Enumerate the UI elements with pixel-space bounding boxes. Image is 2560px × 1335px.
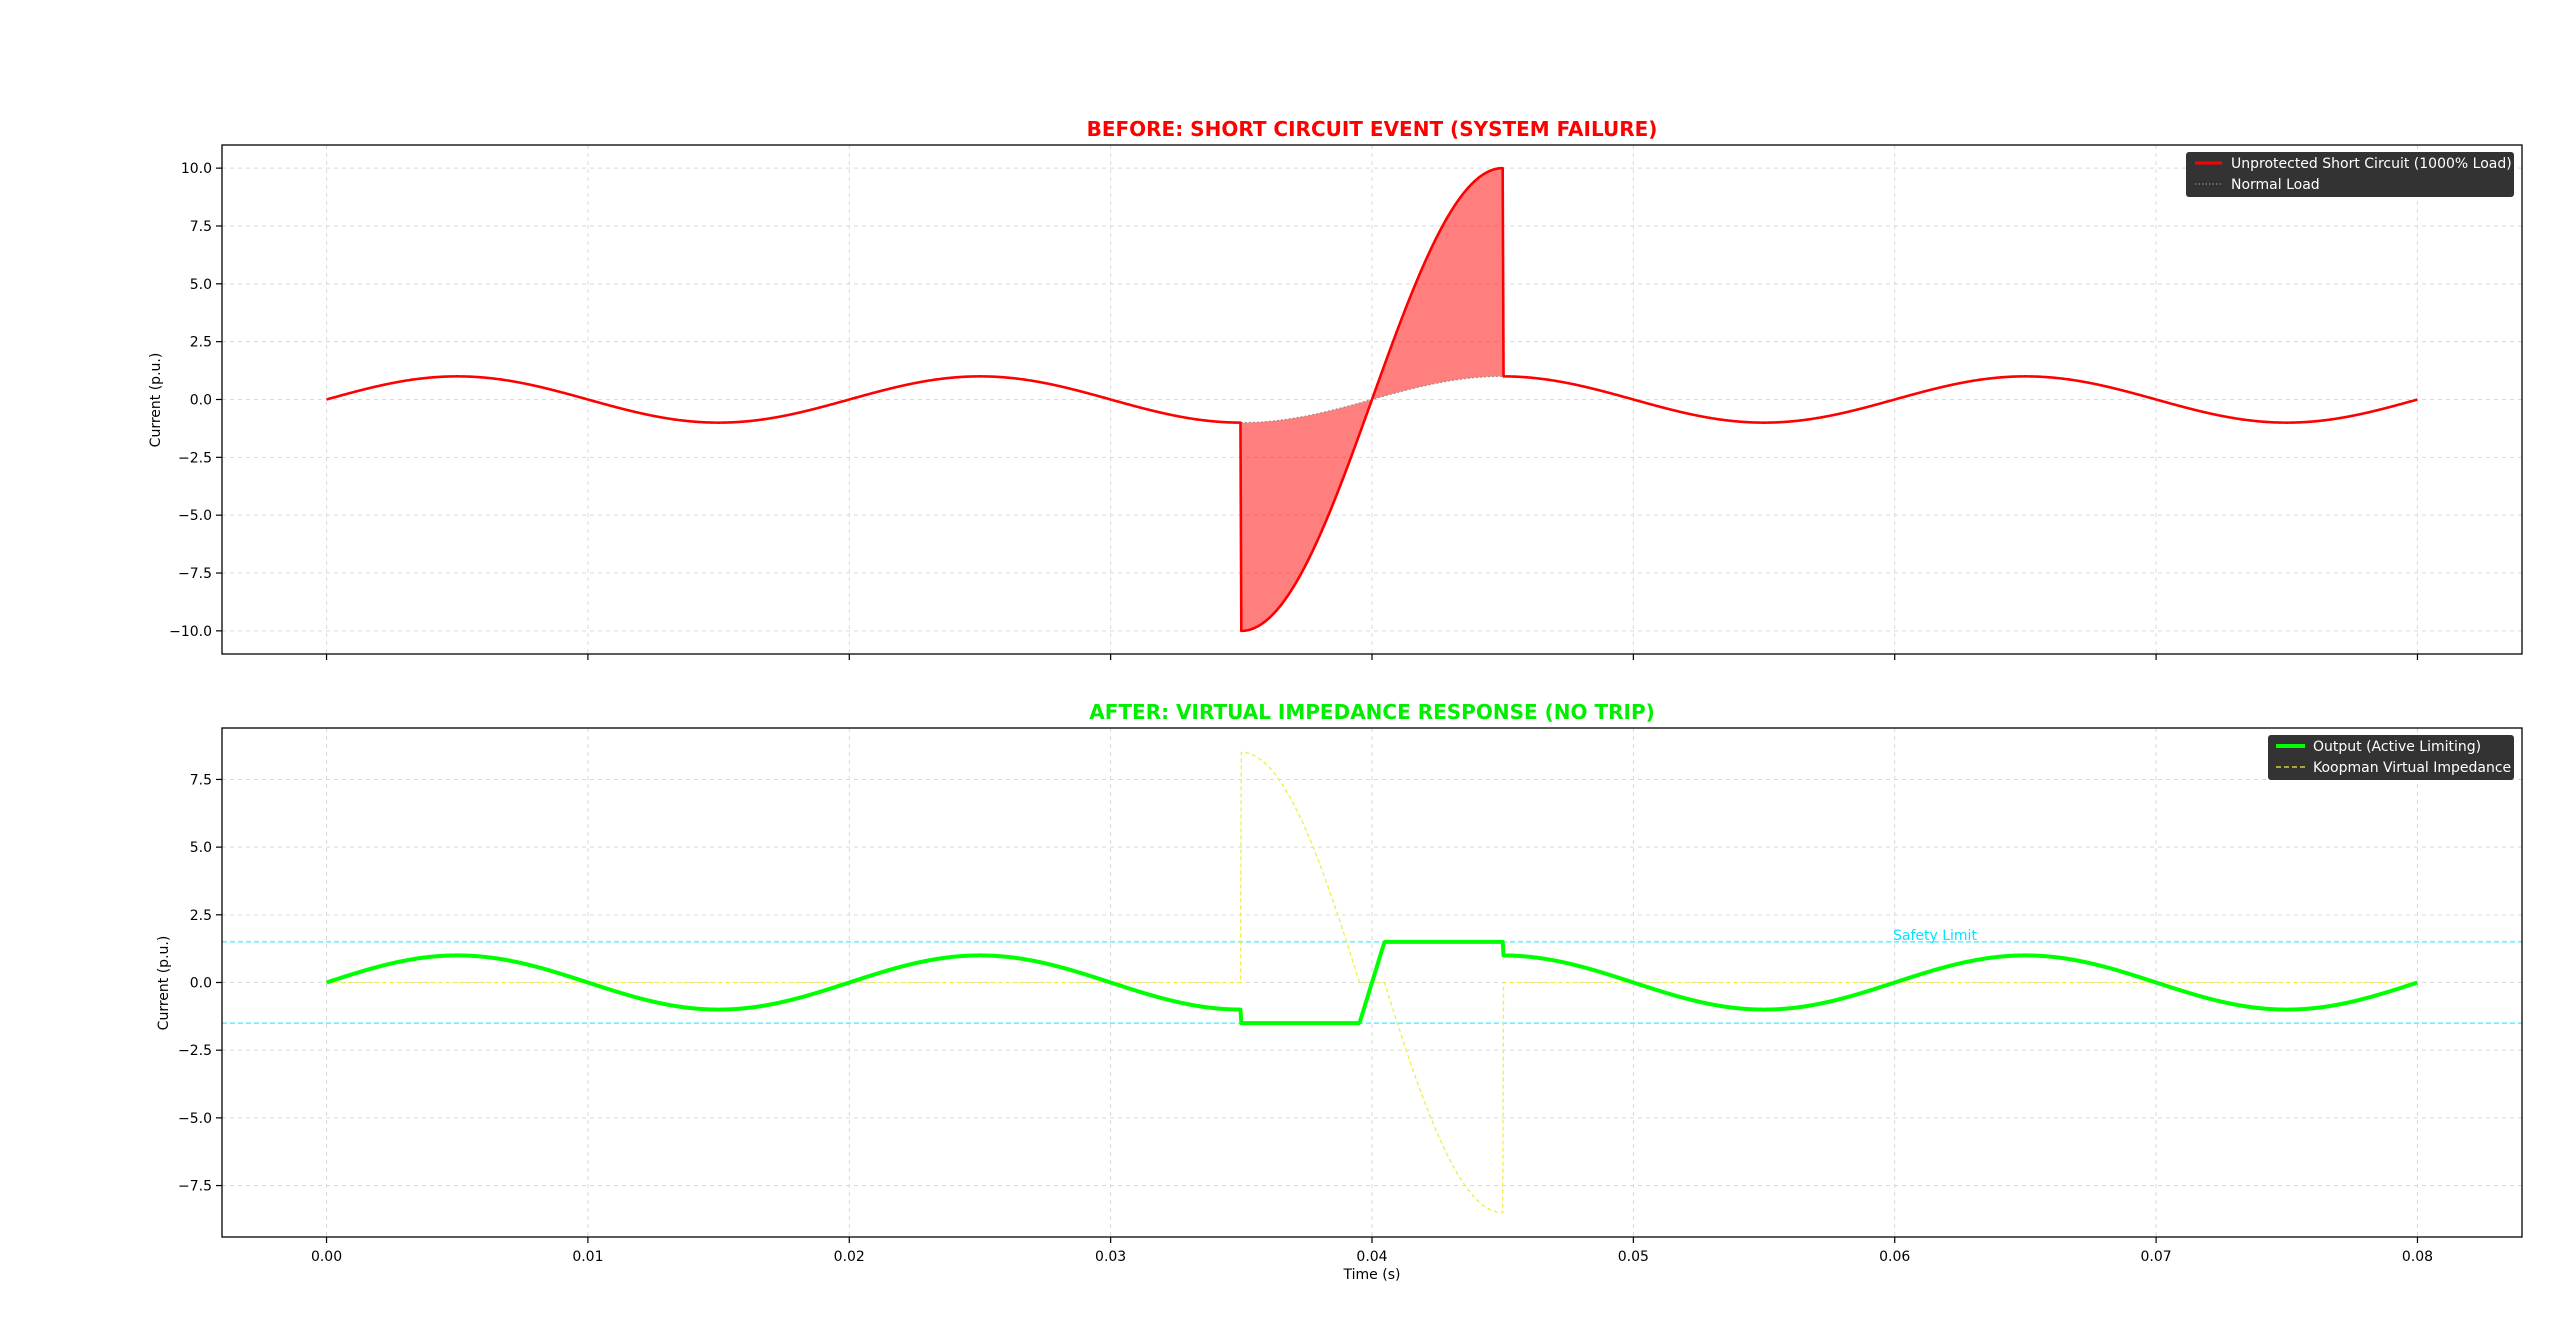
chart-after: AFTER: VIRTUAL IMPEDANCE RESPONSE (NO TR… bbox=[156, 700, 2523, 1283]
chart-after-ytick-label: −7.5 bbox=[178, 1179, 212, 1195]
chart-after-ytick-label: 2.5 bbox=[190, 908, 212, 924]
chart-before-ytick-label: −2.5 bbox=[178, 450, 212, 466]
chart-before-ylabel: Current (p.u.) bbox=[148, 353, 164, 448]
chart-before-grid bbox=[222, 145, 2522, 654]
chart-before-lines bbox=[326, 166, 2418, 633]
chart-after-xtick-label: 0.04 bbox=[1356, 1249, 1387, 1265]
chart-after-xtick-label: 0.07 bbox=[2141, 1249, 2172, 1265]
chart-before-xticks bbox=[325, 654, 2419, 660]
legend-label-koopman: Koopman Virtual Impedance bbox=[2313, 760, 2511, 776]
chart-after-xticks: 0.00 0.01 0.02 0.03 0.04 0.05 0.06 0.07 0.08 bbox=[311, 1237, 2433, 1265]
chart-after-xtick-label: 0.06 bbox=[1879, 1249, 1910, 1265]
chart-after-ytick-label: −5.0 bbox=[178, 1111, 212, 1127]
chart-before-ytick-label: 0.0 bbox=[190, 393, 212, 409]
chart-after-lines bbox=[325, 751, 2419, 1214]
series-output-active-limiting bbox=[325, 939, 2419, 1026]
chart-before-ytick-label: −10.0 bbox=[169, 624, 212, 640]
chart-after-grid bbox=[222, 728, 2522, 1237]
chart-before-ytick-label: −5.0 bbox=[178, 508, 212, 524]
chart-after-xtick-label: 0.03 bbox=[1095, 1249, 1126, 1265]
legend-label-output: Output (Active Limiting) bbox=[2313, 739, 2481, 755]
chart-before-ytick-label: 2.5 bbox=[190, 335, 212, 351]
chart-before-legend-box bbox=[2186, 152, 2514, 197]
chart-after-ytick-label: 7.5 bbox=[190, 772, 212, 788]
chart-after-yticks: −7.5 −5.0 −2.5 0.0 2.5 5.0 7.5 bbox=[178, 772, 222, 1195]
chart-after-legend: Output (Active Limiting) Koopman Virtual… bbox=[2268, 735, 2514, 780]
legend-label-unprotected: Unprotected Short Circuit (1000% Load) bbox=[2231, 156, 2512, 172]
chart-before-ytick-label: 5.0 bbox=[190, 277, 212, 293]
chart-after-ytick-label: 5.0 bbox=[190, 840, 212, 856]
chart-after-xlabel: Time (s) bbox=[1343, 1267, 1401, 1283]
chart-before-ytick-label: −7.5 bbox=[178, 566, 212, 582]
series-unprotected-short-circuit bbox=[326, 166, 2418, 633]
chart-before-ytick-label: 10.0 bbox=[181, 161, 212, 177]
chart-before: BEFORE: SHORT CIRCUIT EVENT (SYSTEM FAIL… bbox=[148, 117, 2523, 660]
chart-after-ylabel: Current (p.u.) bbox=[156, 936, 172, 1031]
chart-after-title: AFTER: VIRTUAL IMPEDANCE RESPONSE (NO TR… bbox=[1089, 700, 1655, 724]
chart-before-legend: Unprotected Short Circuit (1000% Load) N… bbox=[2186, 152, 2514, 197]
chart-after-ytick-label: −2.5 bbox=[178, 1043, 212, 1059]
chart-before-yticks: −10.0 −7.5 −5.0 −2.5 0.0 2.5 5.0 7.5 10.0 bbox=[169, 161, 222, 640]
chart-after-xtick-label: 0.00 bbox=[311, 1249, 342, 1265]
chart-after-ytick-label: 0.0 bbox=[190, 976, 212, 992]
chart-after-xtick-label: 0.02 bbox=[834, 1249, 865, 1265]
chart-after-xtick-label: 0.01 bbox=[572, 1249, 603, 1265]
chart-after-xtick-label: 0.08 bbox=[2402, 1249, 2433, 1265]
chart-before-title: BEFORE: SHORT CIRCUIT EVENT (SYSTEM FAIL… bbox=[1087, 117, 1658, 141]
chart-after-reflines bbox=[222, 941, 2522, 1024]
chart-after-annotation: Safety Limit bbox=[1893, 928, 1977, 944]
chart-after-xtick-label: 0.05 bbox=[1618, 1249, 1649, 1265]
chart-after-legend-box bbox=[2268, 735, 2514, 780]
legend-label-normal-load: Normal Load bbox=[2231, 177, 2320, 193]
chart-before-ytick-label: 7.5 bbox=[190, 219, 212, 235]
